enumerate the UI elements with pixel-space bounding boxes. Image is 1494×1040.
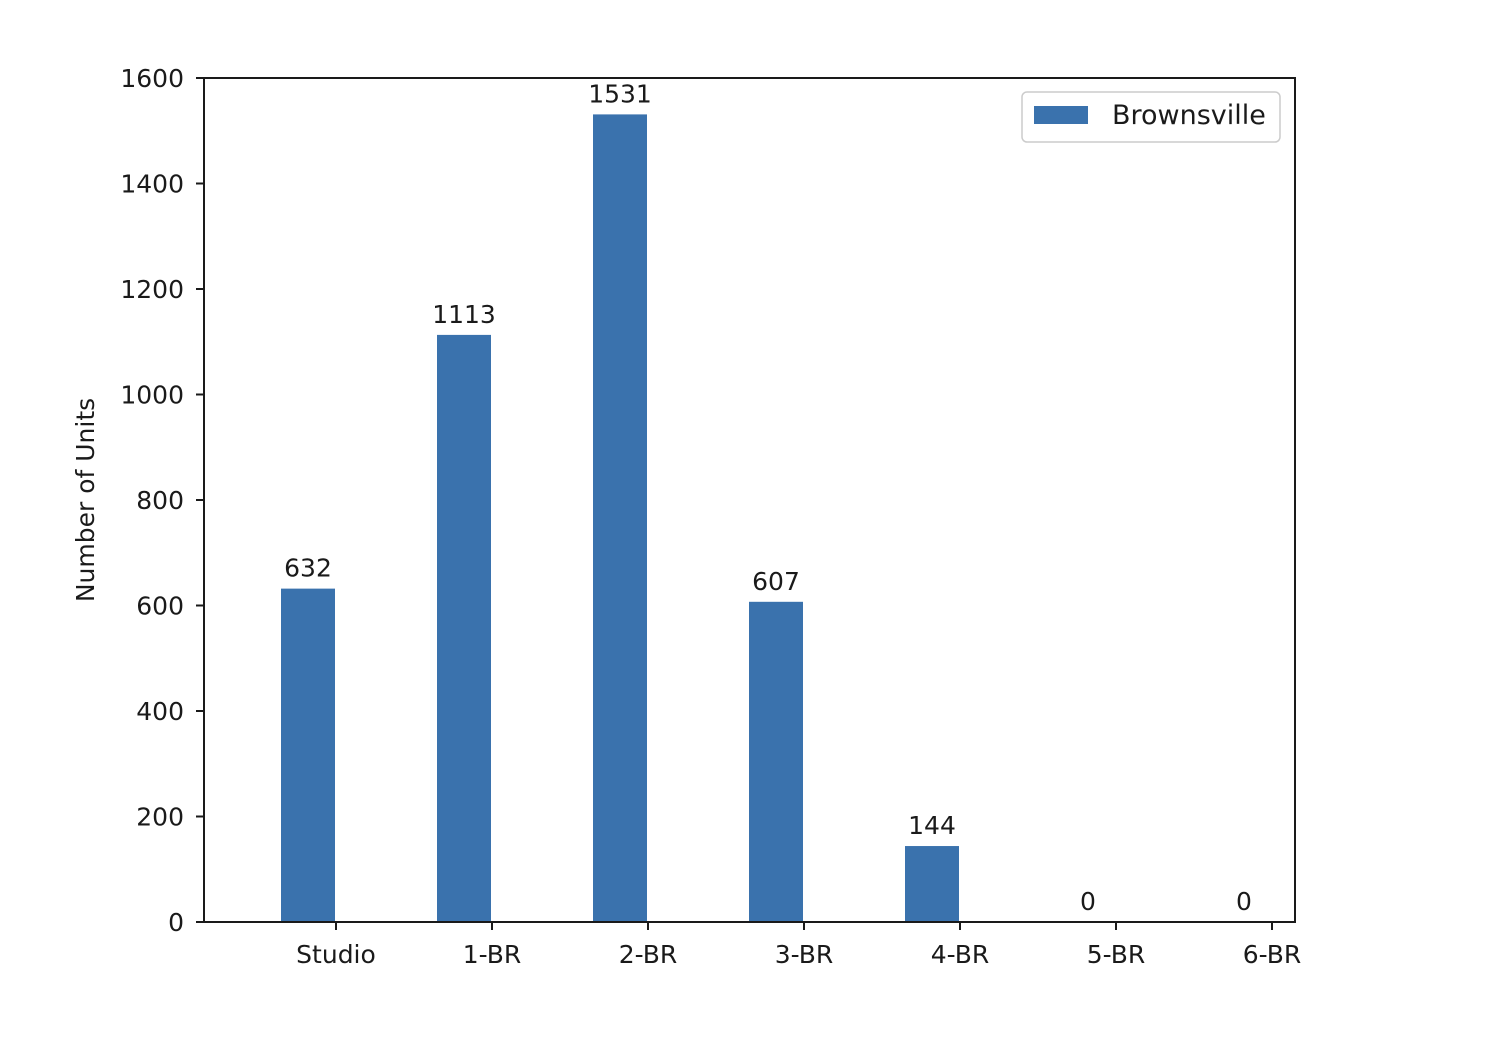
data-label-2-br: 1531 [588,79,652,108]
y-tick-label-1000: 1000 [120,381,184,410]
y-tick-label-800: 800 [136,486,184,515]
y-tick-label-1200: 1200 [120,275,184,304]
y-tick-label-400: 400 [136,697,184,726]
y-axis-label: Number of Units [71,398,100,602]
y-axis: 0 200 400 600 800 1000 1200 1400 1600 [120,64,204,937]
x-tick-label-2-br: 2-BR [619,940,678,969]
x-tick-label-studio: Studio [296,940,376,969]
bars [281,114,959,923]
data-label-6-br: 0 [1236,887,1252,916]
legend: Brownsville [1021,91,1281,143]
data-label-3-br: 607 [752,567,800,596]
legend-swatch [1034,106,1088,124]
x-tick-label-5-br: 5-BR [1087,940,1146,969]
data-label-4-br: 144 [908,811,956,840]
legend-label: Brownsville [1112,100,1266,131]
x-tick-label-1-br: 1-BR [463,940,522,969]
y-tick-label-0: 0 [168,908,184,937]
y-tick-label-200: 200 [136,803,184,832]
data-label-studio: 632 [284,554,332,583]
plot-frame [203,77,1296,923]
x-tick-label-4-br: 4-BR [931,940,990,969]
y-tick-label-1600: 1600 [120,64,184,93]
bar-4-br [905,846,959,922]
bar-2-br [593,114,647,922]
legend-box [1021,91,1281,143]
y-tick-label-1400: 1400 [120,170,184,199]
data-labels: 632 1113 1531 607 144 0 0 [284,79,1252,916]
bar-3-br [749,601,803,922]
data-label-5-br: 0 [1080,887,1096,916]
y-tick-label-600: 600 [136,592,184,621]
x-tick-label-3-br: 3-BR [775,940,834,969]
bar-1-br [437,334,491,923]
x-axis: Studio 1-BR 2-BR 3-BR 4-BR 5-BR 6-BR [296,922,1301,969]
bar-studio [281,588,335,922]
x-tick-label-6-br: 6-BR [1243,940,1302,969]
data-label-1-br: 1113 [432,300,496,329]
